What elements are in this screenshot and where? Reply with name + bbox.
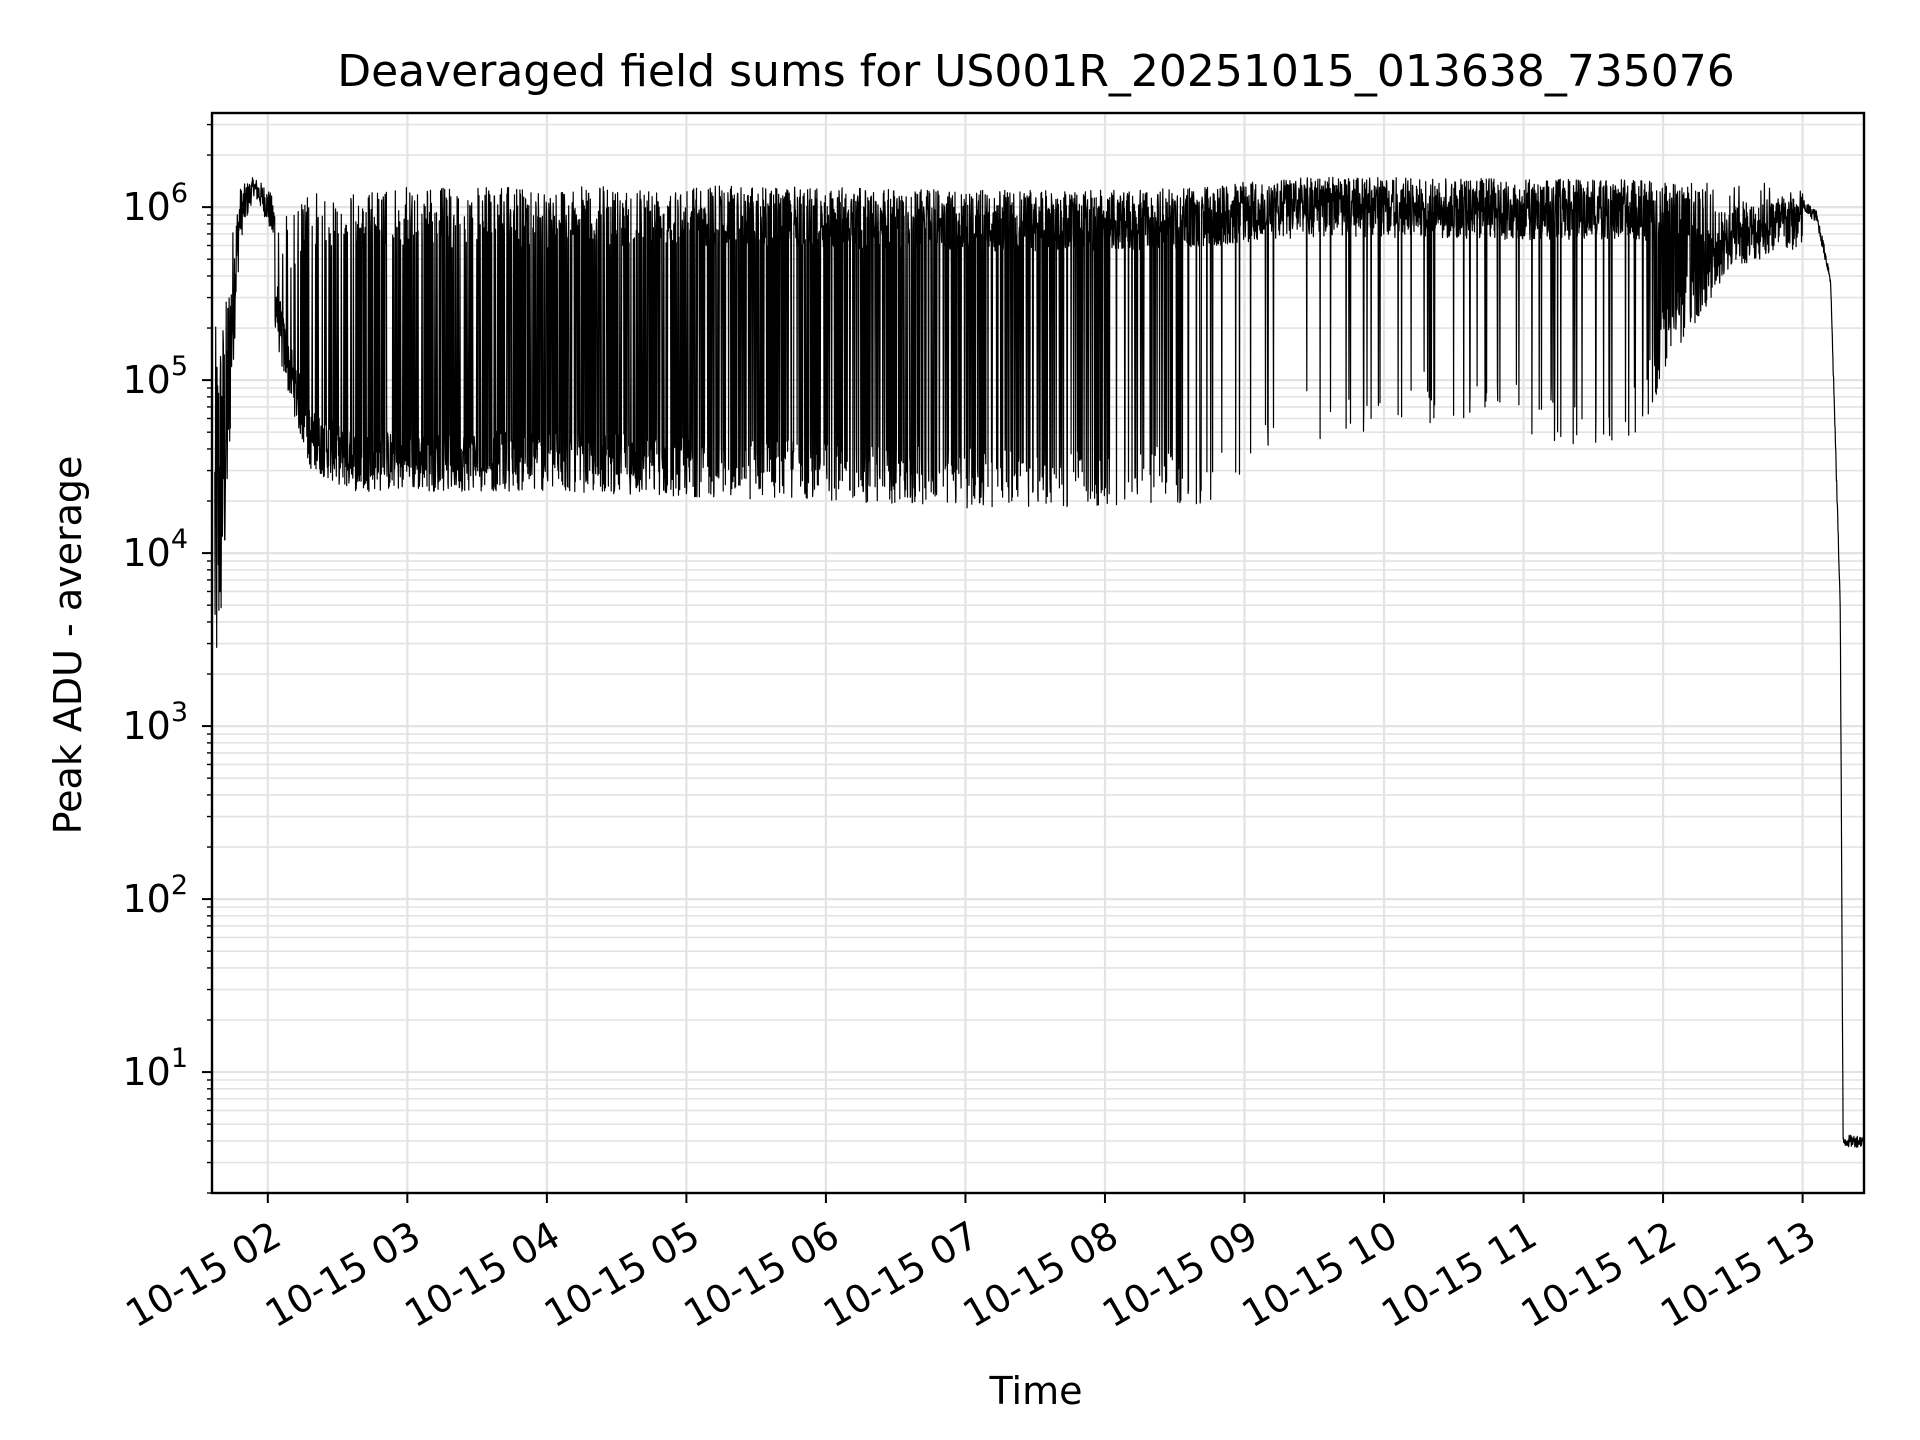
y-tick-base: 10 — [122, 358, 170, 402]
y-tick-label: 103 — [122, 697, 188, 748]
y-tick-base: 10 — [122, 531, 170, 575]
series-line — [214, 176, 1865, 1148]
y-tick-label: 102 — [122, 870, 188, 921]
y-tick-label: 104 — [122, 524, 188, 575]
y-tick-label: 105 — [122, 351, 188, 402]
y-tick-exponent: 6 — [171, 178, 188, 209]
y-tick-exponent: 2 — [171, 870, 188, 901]
series-layer — [214, 176, 1865, 1148]
y-tick-exponent: 4 — [171, 524, 188, 555]
y-tick-label: 106 — [122, 178, 188, 229]
plot-frame — [210, 111, 1866, 1195]
chart-title: Deaveraged field sums for US001R_2025101… — [337, 46, 1735, 97]
y-tick-base: 10 — [122, 1050, 170, 1094]
y-tick-label: 101 — [122, 1043, 188, 1094]
y-axis-label: Peak ADU - average — [46, 456, 90, 835]
y-tick-base: 10 — [122, 877, 170, 921]
y-tick-base: 10 — [122, 185, 170, 229]
y-tick-base: 10 — [122, 704, 170, 748]
x-axis-label: Time — [989, 1369, 1083, 1413]
y-tick-exponent: 3 — [171, 697, 188, 728]
y-tick-exponent: 5 — [171, 351, 188, 382]
y-tick-exponent: 1 — [171, 1043, 188, 1074]
